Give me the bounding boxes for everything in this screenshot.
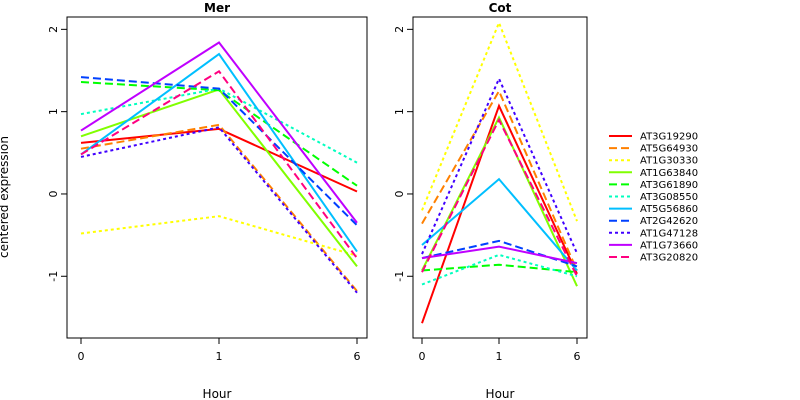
series-line-at3g19290 <box>80 127 358 193</box>
x-axis-label: Hour <box>486 387 515 400</box>
x-tick-label: 0 <box>419 350 426 363</box>
x-tick-label: 0 <box>78 350 85 363</box>
legend-label: AT5G56860 <box>640 204 698 215</box>
legend-label: AT1G30330 <box>640 156 698 167</box>
series-line-at1g47128 <box>421 76 578 255</box>
x-tick-label: 1 <box>216 350 223 363</box>
legend-label: AT3G61890 <box>640 180 698 191</box>
panels: Mer -1 0 1 2 0 1 6 Hour Cot -1 0 1 2 0 1 6 Hour <box>47 1 588 400</box>
y-tick-label: 0 <box>47 190 60 197</box>
y-tick-label: 0 <box>393 190 406 197</box>
plot-frame <box>66 16 368 339</box>
x-tick-label: 1 <box>496 350 503 363</box>
legend: AT3G19290AT5G64930AT1G30330AT1G63840AT3G… <box>609 132 698 264</box>
series-line-at3g19290 <box>421 103 578 324</box>
series-line-at1g63840 <box>421 115 578 287</box>
y-tick-label: 1 <box>47 108 60 115</box>
series-line-at3g20820 <box>80 69 358 259</box>
series-line-at2g42620 <box>80 76 358 226</box>
series-line-at5g64930 <box>421 88 578 271</box>
panel-mer: Mer -1 0 1 2 0 1 6 Hour <box>47 1 368 400</box>
legend-label: AT3G08550 <box>640 192 698 203</box>
series-line-at1g73660 <box>421 245 578 265</box>
y-axis-label: centered expression <box>0 136 11 258</box>
series-line-at3g61890 <box>421 263 578 274</box>
panel-title: Cot <box>489 1 512 15</box>
series-line-at1g73660 <box>80 41 358 224</box>
y-tick-label: 2 <box>393 26 406 33</box>
legend-label: AT2G42620 <box>640 216 698 227</box>
legend-label: AT1G73660 <box>640 240 698 251</box>
legend-label: AT1G63840 <box>640 168 698 179</box>
y-tick-label: 2 <box>47 26 60 33</box>
panel-cot: Cot -1 0 1 2 0 1 6 Hour <box>393 1 588 400</box>
y-tick-label: -1 <box>47 271 60 282</box>
x-tick-label: 6 <box>354 350 361 363</box>
legend-label: AT3G20820 <box>640 253 698 264</box>
series-line-at1g30330 <box>421 20 578 222</box>
series-line-at5g64930 <box>80 123 358 292</box>
series-line-at5g56860 <box>80 52 358 253</box>
legend-label: AT1G47128 <box>640 228 698 239</box>
series-line-at1g47128 <box>80 126 358 294</box>
y-tick-label: 1 <box>393 108 406 115</box>
series-line-at3g61890 <box>80 81 358 187</box>
y-tick-label: -1 <box>393 271 406 282</box>
x-axis-label: Hour <box>203 387 232 400</box>
x-tick-label: 6 <box>574 350 581 363</box>
plot-frame <box>412 16 588 339</box>
series-line-at1g30330 <box>80 215 358 257</box>
legend-label: AT5G64930 <box>640 144 698 155</box>
series-line-at3g20820 <box>421 117 578 277</box>
legend-label: AT3G19290 <box>640 132 698 143</box>
panel-title: Mer <box>204 1 230 15</box>
